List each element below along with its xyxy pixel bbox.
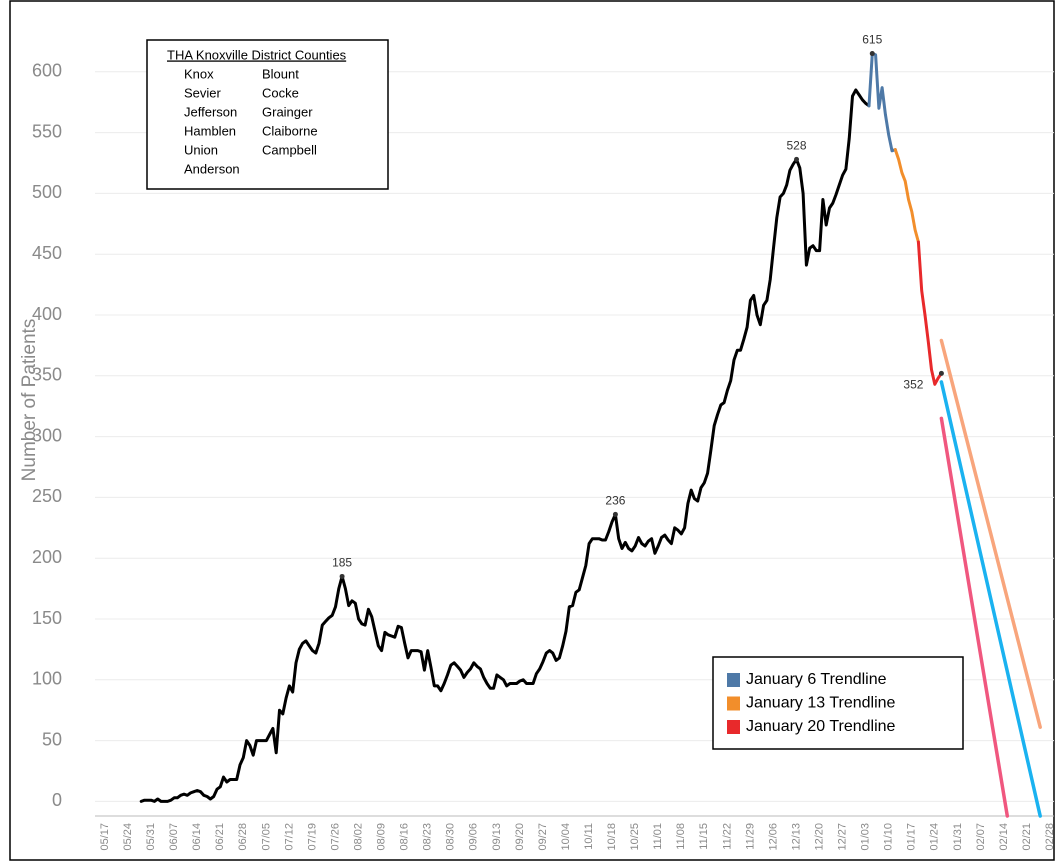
x-tick-label: 09/13 xyxy=(491,823,503,851)
y-tick-label: 600 xyxy=(32,61,62,81)
trendline xyxy=(939,416,1010,818)
y-tick-label: 0 xyxy=(52,790,62,810)
y-tick-label: 100 xyxy=(32,669,62,689)
x-tick-label: 07/19 xyxy=(306,823,318,851)
x-tick-label: 12/06 xyxy=(767,823,779,851)
x-tick-label: 05/24 xyxy=(122,823,134,851)
y-tick-label: 300 xyxy=(32,425,62,445)
x-tick-label: 08/30 xyxy=(445,823,457,851)
annotation-point xyxy=(339,573,345,579)
annotation-point xyxy=(869,51,875,57)
annotation-label: 528 xyxy=(787,139,807,153)
x-tick-label: 09/27 xyxy=(537,823,549,851)
x-tick-label: 07/12 xyxy=(283,823,295,851)
x-tick-label: 11/29 xyxy=(744,823,756,850)
note-item: Hamblen xyxy=(184,123,236,138)
x-tick-label: 07/26 xyxy=(329,823,341,851)
note-box xyxy=(146,39,389,190)
legend-swatch xyxy=(727,720,740,734)
y-tick-label: 550 xyxy=(32,121,62,141)
annotation-point xyxy=(612,511,618,517)
note-item: Anderson xyxy=(184,161,240,176)
x-tick-label: 02/14 xyxy=(998,823,1010,851)
note-item: Jefferson xyxy=(184,104,237,119)
note-item: Grainger xyxy=(262,104,313,119)
x-tick-label: 06/07 xyxy=(168,823,180,851)
x-tick-label: 10/18 xyxy=(606,823,618,851)
legend-label: January 6 Trendline xyxy=(746,671,887,688)
note-item: Campbell xyxy=(262,142,317,157)
x-tick-label: 12/27 xyxy=(837,823,849,851)
legend-box xyxy=(712,656,964,750)
x-tick-label: 12/13 xyxy=(790,823,802,851)
x-tick-label: 12/20 xyxy=(813,823,825,851)
note-item: Blount xyxy=(262,66,299,81)
annotation-label: 236 xyxy=(605,494,625,508)
legend-swatch xyxy=(727,673,740,687)
trendline xyxy=(939,380,1042,818)
series-line xyxy=(916,240,943,386)
note-item: Cocke xyxy=(262,85,299,100)
legend-label: January 20 Trendline xyxy=(746,718,896,735)
x-tick-label: 09/20 xyxy=(514,823,526,851)
x-tick-label: 01/24 xyxy=(929,823,941,851)
note-item: Sevier xyxy=(184,85,222,100)
y-tick-label: 50 xyxy=(42,729,62,749)
x-tick-label: 08/09 xyxy=(376,823,388,851)
series-line xyxy=(893,148,920,244)
note-item: Knox xyxy=(184,66,214,81)
y-tick-label: 450 xyxy=(32,243,62,263)
x-tick-label: 01/17 xyxy=(906,823,918,851)
y-axis-title: Number of Patients xyxy=(19,319,40,482)
x-tick-label: 09/06 xyxy=(468,823,480,851)
y-tick-label: 350 xyxy=(32,365,62,385)
trendline xyxy=(939,338,1042,729)
x-tick-label: 01/31 xyxy=(952,823,964,851)
x-tick-label: 02/21 xyxy=(1021,823,1033,851)
legend-swatch xyxy=(727,696,740,711)
annotation-point xyxy=(794,156,800,162)
y-tick-label: 150 xyxy=(32,608,62,628)
x-tick-label: 10/25 xyxy=(629,823,641,851)
x-tick-label: 08/02 xyxy=(352,823,364,851)
annotation-label: 352 xyxy=(903,378,923,392)
x-tick-label: 05/31 xyxy=(145,823,157,851)
x-tick-label: 06/21 xyxy=(214,823,226,851)
x-tick-label: 10/04 xyxy=(560,823,572,851)
note-item: Union xyxy=(184,142,218,157)
note-title: THA Knoxville District Counties xyxy=(167,47,347,62)
y-tick-label: 250 xyxy=(32,486,62,506)
x-tick-label: 08/23 xyxy=(422,823,434,851)
x-tick-label: 08/16 xyxy=(399,823,411,851)
x-tick-label: 02/07 xyxy=(975,823,987,851)
y-tick-label: 400 xyxy=(32,304,62,324)
annotation-point xyxy=(938,370,944,376)
x-tick-label: 06/14 xyxy=(191,823,203,851)
x-tick-label: 11/15 xyxy=(698,823,710,850)
annotation-label: 615 xyxy=(862,33,882,47)
x-tick-label: 10/11 xyxy=(583,823,595,850)
x-tick-label: 11/08 xyxy=(675,823,687,850)
series-line xyxy=(139,88,871,803)
y-tick-label: 500 xyxy=(32,182,62,202)
x-tick-label: 06/28 xyxy=(237,823,249,851)
x-tick-label: 01/03 xyxy=(860,823,872,851)
x-tick-label: 11/01 xyxy=(652,823,664,850)
x-tick-label: 01/10 xyxy=(883,823,895,851)
x-tick-label: 11/22 xyxy=(721,823,733,850)
note-item: Claiborne xyxy=(262,123,318,138)
annotation-label: 185 xyxy=(332,556,352,570)
x-tick-label: 07/05 xyxy=(260,823,272,851)
legend-label: January 13 Trendline xyxy=(746,695,896,712)
x-tick-label: 02/28 xyxy=(1044,823,1055,851)
y-tick-label: 200 xyxy=(32,547,62,567)
x-tick-label: 05/17 xyxy=(99,823,111,851)
